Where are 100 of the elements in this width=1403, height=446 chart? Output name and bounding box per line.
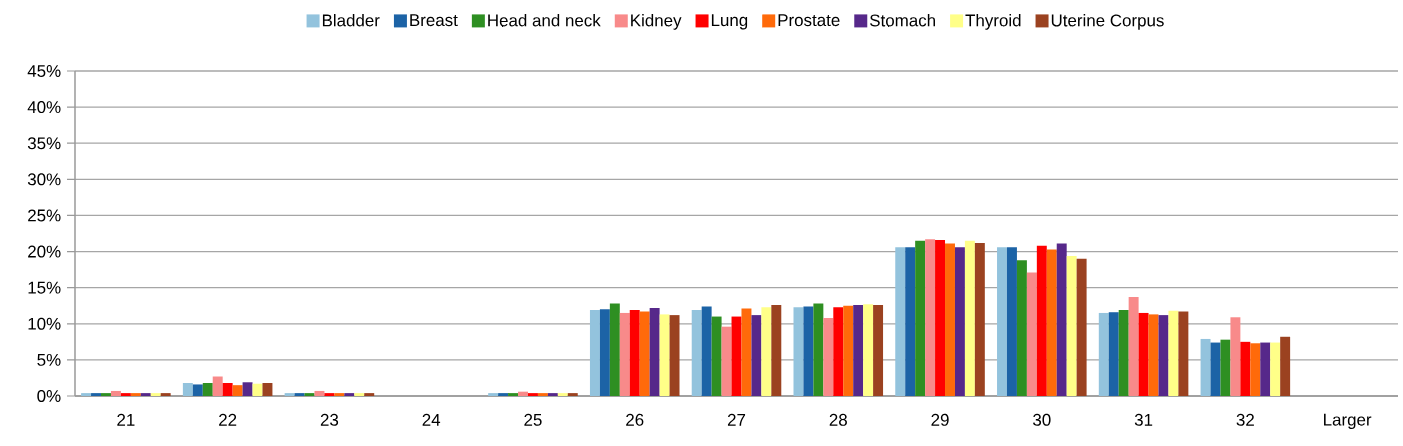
bar [1250, 343, 1261, 396]
y-tick-label: 25% [28, 209, 61, 222]
bar [262, 383, 273, 396]
bar [1138, 312, 1149, 396]
legend-label: Bladder [322, 14, 380, 27]
bar [1026, 272, 1037, 396]
bar [813, 303, 824, 396]
bar [1016, 260, 1027, 396]
bar [1210, 342, 1221, 396]
bar [334, 393, 345, 396]
bar [222, 383, 233, 396]
bar [304, 393, 315, 396]
legend-label: Kidney [631, 14, 682, 30]
y-tick-label: 20% [28, 245, 61, 258]
bar [284, 393, 295, 396]
x-tick-label: 26 [626, 413, 644, 426]
bar [701, 306, 712, 396]
bar [364, 393, 375, 396]
y-tick-label: 10% [28, 317, 61, 330]
bar [599, 309, 610, 396]
x-tick-label: 21 [117, 413, 135, 426]
bar [1158, 315, 1169, 396]
bar [567, 393, 578, 396]
bar [91, 393, 102, 396]
bar [1108, 312, 1119, 396]
bar [1128, 297, 1139, 396]
bar [488, 393, 499, 396]
bar [1098, 312, 1109, 396]
x-tick-label: 22 [219, 413, 237, 426]
legend-label: Stomach [870, 14, 935, 27]
bar [1076, 258, 1087, 396]
bar [639, 311, 650, 396]
legend-label: Uterine Corpus [1051, 14, 1164, 30]
bar [629, 310, 640, 396]
x-tick-label: 29 [931, 413, 949, 426]
bar [120, 393, 131, 396]
y-tick-label: 30% [27, 173, 61, 186]
bar [954, 247, 965, 396]
bar [192, 384, 203, 396]
bar [1220, 339, 1231, 396]
bar [589, 310, 600, 396]
bar [873, 305, 884, 396]
bar [81, 393, 92, 396]
bar [945, 243, 955, 396]
bar [1240, 341, 1251, 396]
y-tick-label: 5% [37, 353, 61, 366]
bar [110, 390, 121, 396]
bar [771, 305, 782, 396]
bar [649, 307, 660, 396]
bar [202, 383, 213, 396]
bar [130, 393, 141, 396]
bar [853, 305, 864, 396]
bar [803, 306, 814, 396]
bar [997, 247, 1007, 396]
y-tick-label: 0% [37, 390, 61, 402]
bar [1046, 249, 1057, 396]
bar [1148, 314, 1159, 396]
bar [527, 393, 538, 396]
x-tick-label: 27 [727, 413, 746, 426]
x-tick-label: 23 [320, 413, 339, 426]
bar [1230, 317, 1241, 396]
bar [518, 391, 528, 396]
bar [711, 316, 722, 396]
bar [160, 393, 171, 396]
bar [498, 393, 509, 396]
bar [925, 239, 936, 396]
y-tick-label: 45% [27, 65, 61, 77]
x-tick-label: 31 [1134, 413, 1153, 426]
bar [721, 326, 732, 396]
bar [1270, 342, 1281, 396]
bar [212, 376, 223, 396]
x-tick-label: Larger [1324, 413, 1372, 430]
bar [557, 393, 568, 396]
bar [314, 390, 325, 396]
bar [1178, 311, 1189, 396]
bar [1280, 336, 1291, 396]
x-tick-label: 32 [1236, 413, 1254, 426]
bar [1066, 255, 1077, 396]
bar [691, 310, 702, 396]
bar [140, 393, 151, 396]
bar [150, 393, 161, 396]
bar [1168, 310, 1179, 396]
legend-label: Prostate [778, 14, 840, 27]
bar [101, 393, 111, 396]
bar [1056, 243, 1067, 396]
bar [609, 303, 620, 396]
bar [915, 240, 926, 396]
x-tick-label: 25 [524, 413, 542, 426]
bar [1118, 310, 1129, 396]
bar [324, 393, 335, 396]
bar [242, 382, 253, 396]
legend-label: Breast [410, 14, 458, 27]
legend-label: Thyroid [965, 14, 1021, 30]
bar [354, 393, 365, 396]
bar [823, 318, 834, 396]
legend-label: Head and neck [488, 14, 601, 27]
legend-label: Lung [711, 14, 748, 30]
bar [751, 315, 762, 396]
bar [1260, 342, 1271, 396]
y-tick-label: 40% [27, 101, 61, 114]
